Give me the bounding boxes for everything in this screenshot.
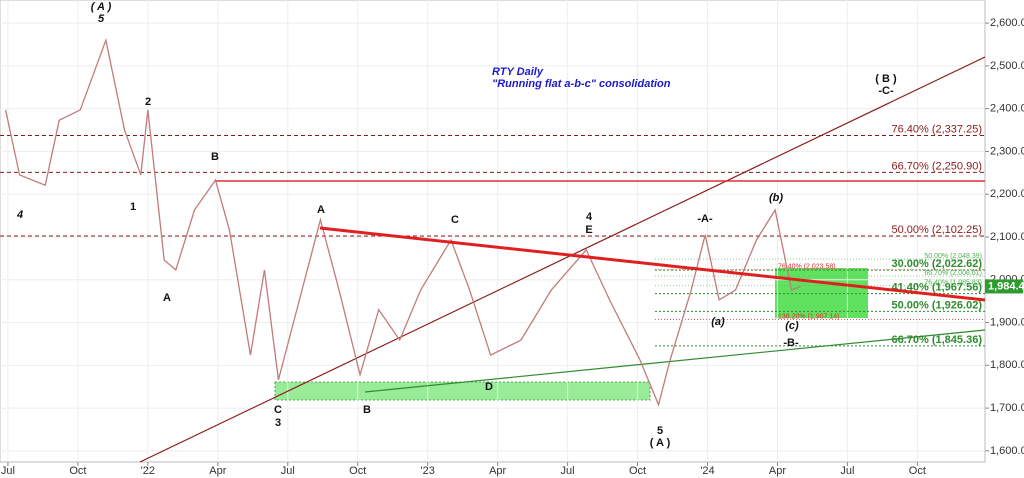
y-tick-label: 1,800.00 — [990, 359, 1024, 371]
support-zone — [274, 381, 651, 401]
trend-line — [319, 226, 986, 302]
x-tick-label: Oct — [69, 465, 86, 477]
wave-label: 5 — [98, 13, 105, 25]
x-tick-label: Jul — [561, 465, 575, 477]
level-label: 41.40% (1,967.56) — [891, 282, 982, 294]
x-tick-label: Oct — [349, 465, 366, 477]
wave-label: 5 — [657, 425, 663, 437]
level-label: 66.70% (2,250.90) — [891, 160, 982, 172]
level-label: 66.70% (1,845.36) — [891, 334, 982, 346]
y-tick-label: 2,300.00 — [990, 145, 1024, 157]
x-tick-label: Apr — [489, 465, 506, 477]
wave-label: ( A ) — [91, 1, 112, 13]
wave-label: B — [211, 151, 219, 163]
level-label: 76.40% (1,985.83) — [924, 280, 982, 287]
x-tick-label: Apr — [209, 465, 226, 477]
y-tick-label: 2,400.00 — [990, 103, 1024, 115]
wave-label: ( B ) — [875, 73, 897, 85]
x-tick-label: Jul — [840, 465, 854, 477]
level-label: 66.70% (2,008.61) — [924, 270, 982, 277]
y-tick-label: 1,900.00 — [990, 316, 1024, 328]
chart-subtitle: "Running flat a-b-c" consolidation — [492, 78, 671, 90]
level-label: 50.00% (1,926.02) — [891, 299, 982, 311]
wave-label: C — [274, 404, 282, 416]
y-tick-label: 2,200.00 — [990, 188, 1024, 200]
wave-label: C — [451, 214, 459, 226]
wave-label: 2 — [145, 96, 151, 108]
wave-label: A — [317, 204, 325, 216]
level-label: 138.20% (1,907.14) — [778, 313, 840, 320]
wave-label: D — [485, 381, 493, 393]
wave-label: 4 — [586, 211, 593, 223]
trend-line — [139, 56, 986, 463]
y-tick-label: 1,600.00 — [990, 445, 1024, 457]
wave-label: (a) — [711, 316, 725, 328]
y-tick-label: 1,700.00 — [990, 402, 1024, 414]
trend-line — [364, 329, 986, 393]
y-tick-label: 2,600.00 — [990, 17, 1024, 29]
y-tick-label: 2,100.00 — [990, 231, 1024, 243]
x-tick-label: Jul — [281, 465, 295, 477]
level-label: 50.00% (2,048.39) — [924, 253, 982, 260]
wave-label: -C- — [878, 85, 894, 97]
x-tick-label: '23 — [421, 465, 435, 477]
wave-label: A — [163, 292, 171, 304]
level-label: 30.00% (2,022.62) — [891, 258, 982, 270]
x-tick-label: Apr — [769, 465, 786, 477]
level-label: 76.40% (2,023.58) — [778, 264, 836, 271]
y-tick-label: 2,500.00 — [990, 60, 1024, 72]
levels: 76.40% (2,337.25) 66.70% (2,250.90) 50.00%… — [0, 123, 985, 347]
level-label: 76.40% (2,337.25) — [891, 123, 982, 135]
wave-label: 1 — [130, 201, 136, 213]
price-line — [4, 37, 802, 407]
wave-label: (c) — [785, 320, 799, 332]
last-price-box — [985, 279, 1023, 294]
wave-label: ( A ) — [650, 437, 671, 449]
wave-label: (b) — [769, 192, 783, 204]
wave-label: -A- — [697, 213, 713, 225]
x-tick-label: Jul — [1, 465, 15, 477]
level-label: 50.00% (2,102.25) — [891, 224, 982, 236]
chart-title: RTY Daily — [492, 66, 544, 78]
wave-label: E — [585, 224, 592, 236]
wave-label: -B- — [783, 337, 799, 349]
x-tick-label: Oct — [909, 465, 926, 477]
price — [4, 37, 802, 407]
wave-label: B — [363, 404, 371, 416]
axes: 1,600.001,700.001,800.001,900.002,000.00… — [1, 17, 1024, 477]
wave-label: 3 — [275, 417, 281, 429]
last-price-label: 1,984.40 — [988, 280, 1024, 292]
x-tick-label: Oct — [629, 465, 646, 477]
x-tick-label: '22 — [141, 465, 155, 477]
wave-label: 4 — [16, 209, 23, 221]
x-tick-label: '24 — [700, 465, 714, 477]
grid — [0, 0, 985, 462]
